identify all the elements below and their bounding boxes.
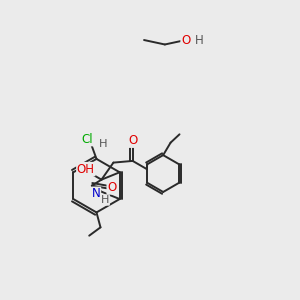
- Text: O: O: [181, 34, 190, 46]
- Text: H: H: [195, 34, 203, 46]
- Text: O: O: [128, 134, 137, 147]
- Text: Cl: Cl: [81, 133, 93, 146]
- Text: H: H: [101, 195, 109, 205]
- Text: H: H: [99, 139, 107, 148]
- Text: OH: OH: [77, 163, 95, 176]
- Text: O: O: [107, 181, 116, 194]
- Text: N: N: [92, 187, 100, 200]
